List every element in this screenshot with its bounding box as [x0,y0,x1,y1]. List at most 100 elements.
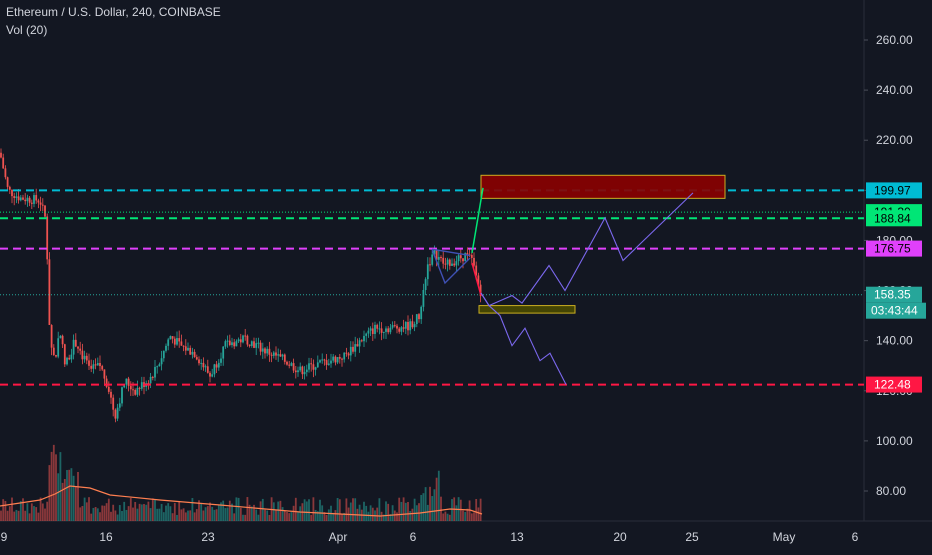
volume-bar [123,501,126,521]
candle-body [242,335,244,343]
candle-body [222,346,225,359]
candle-body [110,391,112,398]
candle-body [345,352,348,354]
candle-body [462,258,464,262]
candle-body [281,354,284,357]
candle-body [255,343,258,348]
candle-body [264,348,266,354]
candle-body [178,338,181,342]
candle-body [398,328,401,332]
candle-body [6,177,9,187]
volume-bar [446,513,449,521]
candle-body [464,253,467,262]
candle-body [28,197,31,203]
candle-body [66,357,68,365]
volume-bar [433,489,436,521]
volume-bar [286,511,288,521]
candle-body [470,254,473,258]
candle-body [301,366,304,375]
candle-body [323,359,326,361]
volume-bar [277,501,280,521]
volume-bar [4,500,7,521]
volume-bar [429,486,431,521]
volume-bar [237,497,240,521]
volume-bar [15,509,18,521]
volume-bar [215,509,218,521]
volume-bar [418,503,420,521]
volume-bar [195,509,198,521]
volume-bar [451,499,453,521]
candle-body [440,257,442,259]
volume-bar [220,502,222,521]
volume-bar [316,511,319,521]
candle-body [358,340,361,347]
candle-body [129,385,132,390]
x-tick-label: 25 [685,530,699,544]
candle-body [374,324,376,334]
volume-bar [473,512,475,521]
volume-bar [204,507,207,521]
volume-bar [90,513,93,521]
candle-body [226,340,229,342]
volume-bar [74,486,77,521]
candle-body [63,344,66,365]
candle-body [189,347,192,355]
candle-body [79,348,82,351]
volume-bar [404,502,407,521]
candle-body [187,347,189,351]
candle-body [19,197,22,201]
candle-body [448,259,451,266]
candle-body [347,353,350,356]
candle-body [237,339,240,342]
volume-bar [376,507,379,521]
x-tick-label: May [773,530,796,544]
y-tick-label: 100.00 [876,434,913,448]
volume-bar [437,470,440,521]
candle-body [37,200,40,203]
volume-bar [371,507,374,521]
volume-bar [211,506,214,521]
volume-bar [59,452,62,521]
price-level-label: 176.75 [874,242,911,256]
candle-body [378,328,381,330]
volume-bar [206,506,209,521]
candle-body [182,345,185,347]
volume-bar [151,498,154,521]
candle-body [140,382,143,389]
candle-body [2,157,5,169]
volume-bar [134,501,137,521]
candle-body [138,387,141,389]
candle-body [385,328,387,332]
candle-body [303,372,306,375]
y-tick-label: 260.00 [876,33,913,47]
candle-body [290,363,293,366]
candle-body [336,357,339,363]
volume-bar [327,509,330,521]
volume-bar [191,498,194,521]
volume-bar [442,513,445,521]
candle-body [316,362,319,368]
candle-body [171,336,174,339]
candle-body [270,354,273,356]
candle-body [479,284,482,297]
candle-body [52,347,55,356]
candle-body [246,335,249,345]
price-level-badge [866,240,922,257]
volume-bar [198,500,200,521]
candle-body [446,259,449,265]
candle-body [68,357,71,360]
volume-bar [189,510,192,521]
volume-bar [424,487,427,521]
volume-bar [99,512,101,521]
candle-body [376,324,379,329]
candle-body [46,216,49,260]
candle-body [466,253,469,255]
volume-bar [226,507,229,521]
candle-body [191,351,194,355]
candle-body [387,328,390,333]
candle-body [105,378,108,387]
candle-body [259,342,262,352]
